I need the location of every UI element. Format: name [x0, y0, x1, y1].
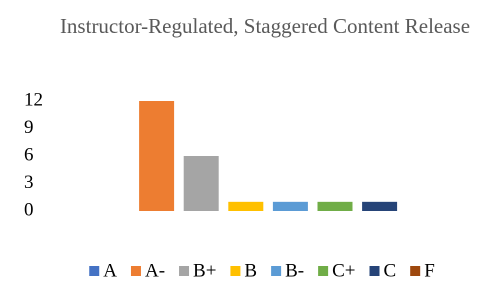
bar — [228, 201, 264, 211]
legend-label: B — [244, 260, 257, 281]
legend-marker — [130, 266, 141, 276]
y-tick-label: 6 — [24, 144, 34, 165]
legend-marker — [179, 266, 190, 276]
legend-marker — [230, 266, 241, 276]
legend-label: F — [424, 260, 435, 281]
y-tick-label: 9 — [24, 117, 34, 138]
legend-label: A- — [145, 260, 165, 281]
legend-marker — [318, 266, 329, 276]
y-tick-label: 3 — [24, 172, 34, 193]
legend-marker — [89, 266, 100, 276]
bar — [183, 156, 219, 211]
y-tick-label: 0 — [24, 199, 34, 220]
legend-label: C+ — [332, 260, 355, 281]
legend-marker — [369, 266, 380, 276]
legend-marker — [410, 266, 421, 276]
legend-label: C — [384, 260, 397, 281]
y-tick-label: 12 — [24, 89, 43, 110]
legend-marker — [271, 266, 282, 276]
bar — [272, 201, 308, 211]
legend-label: A — [103, 260, 117, 281]
bar — [139, 101, 175, 211]
chart-title: Instructor-Regulated, Staggered Content … — [59, 14, 471, 38]
legend-label: B- — [285, 260, 304, 281]
bar — [317, 201, 353, 211]
legend-label: B+ — [193, 260, 216, 281]
bar — [362, 201, 398, 211]
